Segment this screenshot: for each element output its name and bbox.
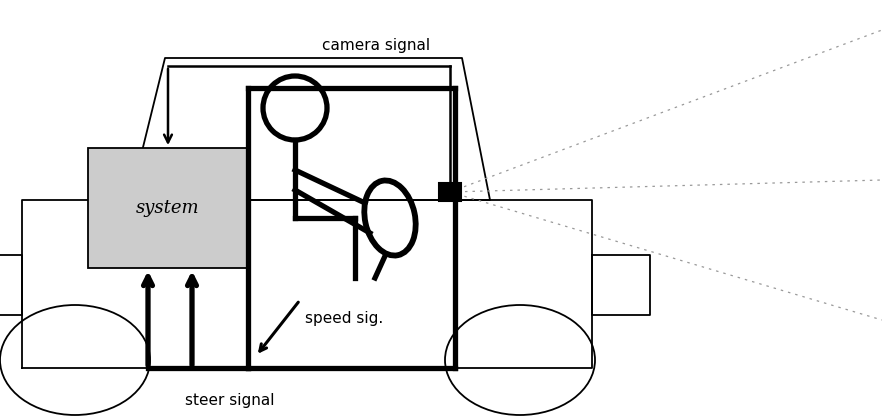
Text: speed sig.: speed sig. [305,311,384,326]
Text: camera signal: camera signal [322,38,430,53]
Bar [439,183,461,201]
Text: steer signal: steer signal [185,393,275,408]
Text: system: system [136,199,200,217]
Bar [88,148,248,268]
